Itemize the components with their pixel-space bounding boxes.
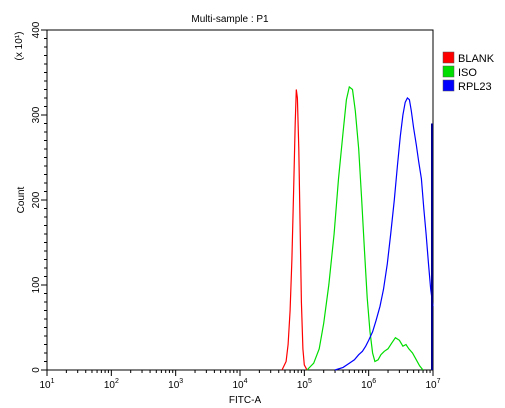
x-tick-label: 105 bbox=[297, 378, 312, 391]
y-tick-label: 100 bbox=[31, 276, 42, 293]
legend-swatch-rpl23 bbox=[442, 79, 455, 92]
x-tick-label: 106 bbox=[361, 378, 376, 391]
legend-label-rpl23: RPL23 bbox=[458, 81, 492, 93]
y-tick-label: 200 bbox=[31, 191, 42, 208]
chart-title: Multi-sample : P1 bbox=[191, 14, 269, 25]
legend-swatch-iso bbox=[442, 65, 455, 78]
series-group bbox=[281, 85, 434, 371]
legend-label-iso: ISO bbox=[458, 67, 477, 79]
series-line-iso bbox=[306, 85, 424, 371]
series-line-rpl23 bbox=[334, 97, 434, 371]
y-tick-label: 0 bbox=[31, 367, 42, 373]
y-axis: 0 100 200 300 400 bbox=[31, 21, 47, 373]
x-tick-label: 107 bbox=[425, 378, 440, 391]
x-tick-label: 102 bbox=[104, 378, 119, 391]
x-tick-label: 101 bbox=[39, 378, 54, 391]
x-tick-label: 104 bbox=[232, 378, 247, 391]
x-tick-label: 103 bbox=[168, 378, 183, 391]
plot-frame bbox=[46, 29, 434, 371]
legend-label-blank: BLANK bbox=[458, 53, 495, 65]
y-tick-label: 400 bbox=[31, 21, 42, 38]
x-axis-title: FITC-A bbox=[229, 395, 262, 406]
legend: BLANK ISO RPL23 bbox=[442, 51, 495, 93]
x-axis: 101 102 103 104 105 106 107 bbox=[39, 370, 441, 391]
legend-swatch-blank bbox=[442, 51, 455, 64]
series-line-blank bbox=[281, 89, 308, 371]
y-axis-title: Count bbox=[16, 186, 27, 213]
y-tick-label: 300 bbox=[31, 106, 42, 123]
plot-area bbox=[46, 29, 434, 371]
y-axis-multiplier: (x 10¹) bbox=[14, 32, 25, 61]
